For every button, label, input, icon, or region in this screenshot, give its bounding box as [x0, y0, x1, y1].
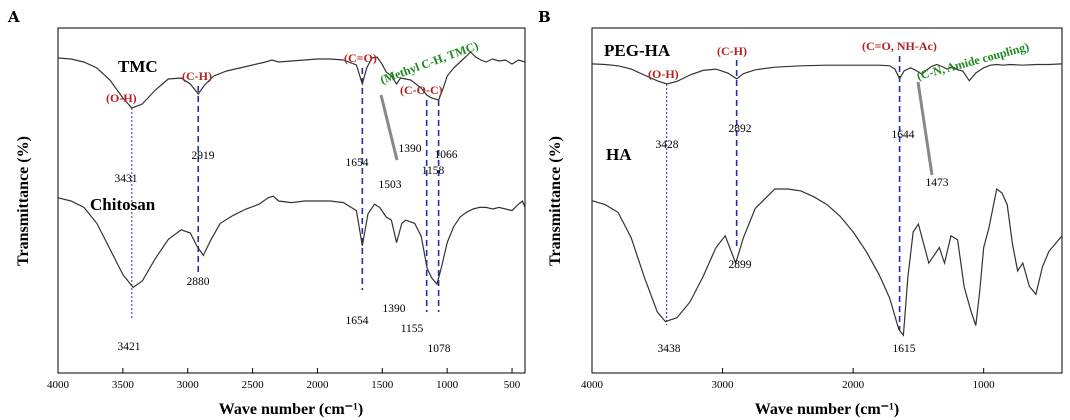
group-label-c-o-a: (C=O): [344, 51, 377, 65]
peak-label-1078: 1078: [428, 343, 451, 355]
y-axis-title-a: Transmittance (%): [15, 136, 32, 266]
panel-letter-a: A: [7, 8, 20, 26]
series-label-ha: HA: [606, 145, 632, 164]
pointer-1503: [379, 94, 399, 161]
group-label-c-h-b: (C-H): [717, 44, 747, 58]
peak-guides-a: [131, 68, 440, 318]
x-tick-label-3000: 3000: [177, 379, 200, 391]
peak-label-1615: 1615: [893, 343, 916, 355]
peak-label-1654-tmc: 1654: [346, 157, 369, 169]
peak-label-1503: 1503: [379, 179, 402, 191]
peak-label-1066: 1066: [435, 149, 458, 161]
x-tick-label-4000: 4000: [47, 379, 70, 391]
peak-label-2880: 2880: [187, 276, 210, 288]
panel-b: B 4000 3000 2000 1000 PEG-HA HA (O-H) (C-H)…: [538, 8, 1063, 418]
group-label-o-h-a: (O-H): [106, 91, 137, 105]
y-axis-title-b: Transmittance (%): [547, 136, 564, 266]
group-label-c-h-a: (C-H): [182, 69, 212, 83]
tmc-spectrum-line: [57, 51, 526, 109]
peak-label-1473: 1473: [926, 177, 949, 189]
x-tick-label-2500: 2500: [242, 379, 265, 391]
peak-label-3438: 3438: [658, 343, 681, 355]
ha-spectrum-line: [591, 187, 1063, 337]
x-tick-label-2000: 2000: [306, 379, 329, 391]
x-tick-label-1000: 1000: [973, 379, 996, 391]
x-ticks-a: 4000 3500 3000 2500 2000 1500 1000 500: [47, 368, 521, 391]
x-tick-label-1000: 1000: [436, 379, 459, 391]
panel-letter-b: B: [538, 8, 551, 26]
peak-guides-b: [666, 56, 901, 330]
group-label-methyl-ch-a: (Methyl C-H, TMC): [378, 38, 480, 87]
group-label-o-h-b: (O-H): [648, 67, 679, 81]
plot-frame-b: [591, 27, 1063, 374]
peak-label-3428: 3428: [656, 139, 679, 151]
peak-label-3431: 3431: [115, 173, 138, 185]
peak-label-1644: 1644: [892, 129, 915, 141]
x-tick-label-3500: 3500: [112, 379, 135, 391]
group-label-c-o-c-a: (C-O-C): [400, 83, 443, 97]
x-tick-label-2000: 2000: [842, 379, 865, 391]
x-ticks-b: 4000 3000 2000 1000: [581, 368, 995, 391]
peak-label-2892: 2892: [729, 123, 752, 135]
peak-label-1654-chitosan: 1654: [346, 315, 369, 327]
peak-label-1390-tmc: 1390: [399, 143, 422, 155]
x-tick-label-4000: 4000: [581, 379, 604, 391]
peak-label-2899: 2899: [729, 259, 752, 271]
chitosan-spectrum-line: [57, 195, 526, 289]
x-tick-label-500: 500: [504, 379, 521, 391]
series-label-tmc: TMC: [118, 57, 158, 76]
peg-ha-spectrum-line: [591, 63, 1063, 85]
peak-label-1155: 1155: [401, 323, 424, 335]
x-axis-title-b: Wave number (cm⁻¹): [755, 401, 899, 418]
peak-label-2919: 2919: [192, 150, 215, 162]
plot-frame-a: [57, 27, 526, 374]
peak-label-3421: 3421: [118, 341, 141, 353]
panel-a: A 4000 3500 3000 2500 2000 1500 1000 500 TMC Ch…: [7, 8, 526, 418]
group-label-c-o-nh-ac-b: (C=O, NH-Ac): [862, 39, 937, 53]
peak-label-1390-chitosan: 1390: [383, 303, 406, 315]
x-axis-title-a: Wave number (cm⁻¹): [219, 401, 363, 418]
series-label-chitosan: Chitosan: [90, 195, 156, 214]
pointer-1473: [916, 81, 934, 176]
x-tick-label-1500: 1500: [371, 379, 394, 391]
x-tick-label-3000: 3000: [712, 379, 735, 391]
peak-label-1158: 1158: [422, 165, 445, 177]
series-label-peg-ha: PEG-HA: [604, 41, 671, 60]
